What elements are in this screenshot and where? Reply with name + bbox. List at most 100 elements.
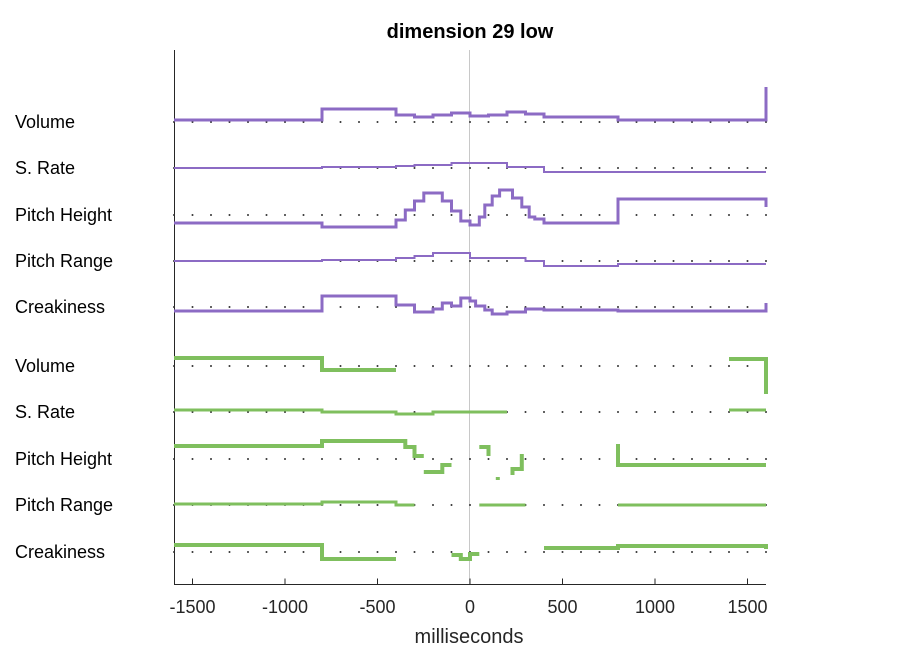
baseline-dot xyxy=(728,365,730,367)
baseline-dot xyxy=(247,551,249,553)
x-tick-label: 1500 xyxy=(727,597,767,617)
baseline-dot xyxy=(506,260,508,262)
baseline-dot xyxy=(635,260,638,262)
series-lines xyxy=(174,87,768,561)
baseline-dot xyxy=(358,504,360,506)
baseline-dot xyxy=(432,365,434,367)
series-line xyxy=(174,252,766,267)
baseline-dot xyxy=(469,365,471,367)
baseline-dot xyxy=(284,458,286,460)
row-labels: Volume S. Rate Pitch Height Pitch Range Crea… xyxy=(15,112,113,562)
baseline-dot xyxy=(339,458,342,460)
baseline-dot xyxy=(413,551,416,553)
baseline-dot xyxy=(635,306,638,308)
baseline-dot xyxy=(728,458,730,460)
baseline-dot xyxy=(413,167,416,169)
baseline-dot xyxy=(672,167,675,169)
baseline-dot xyxy=(561,365,564,367)
baseline-dot xyxy=(765,551,767,553)
baseline-dot xyxy=(580,458,582,460)
baseline-dot xyxy=(450,504,453,506)
baseline-dot xyxy=(247,365,249,367)
baseline-dot xyxy=(524,365,527,367)
baseline-dot xyxy=(339,306,342,308)
baseline-dot xyxy=(506,306,508,308)
baseline-dot xyxy=(709,214,712,216)
baseline-dot xyxy=(432,167,434,169)
baseline-dot xyxy=(654,411,656,413)
baseline-dot xyxy=(376,306,379,308)
baseline-dot xyxy=(450,551,453,553)
baseline-dot xyxy=(506,214,508,216)
baseline-dot xyxy=(617,411,619,413)
baseline-dot xyxy=(284,214,286,216)
baseline-dot xyxy=(746,167,749,169)
baseline-dot xyxy=(746,260,749,262)
baseline-dot xyxy=(432,458,434,460)
baseline-dot xyxy=(450,260,453,262)
row-label: Creakiness xyxy=(15,297,105,317)
baseline-dot xyxy=(561,551,564,553)
x-tick-label: 0 xyxy=(465,597,475,617)
baseline-dot xyxy=(598,365,601,367)
baseline-dot xyxy=(302,306,305,308)
baseline-dot xyxy=(339,504,342,506)
baseline-dot xyxy=(265,306,268,308)
baseline-dot xyxy=(580,167,582,169)
baseline-dot xyxy=(173,306,175,308)
baseline-dot xyxy=(598,121,601,123)
baseline-dot xyxy=(617,551,619,553)
baseline-dot xyxy=(635,458,638,460)
baseline-dot xyxy=(598,504,601,506)
chart-title: dimension 29 low xyxy=(387,21,554,43)
baseline-dot xyxy=(469,260,471,262)
baseline-dot xyxy=(617,306,619,308)
baseline-dot xyxy=(672,365,675,367)
baseline-dot xyxy=(580,260,582,262)
baseline-dot xyxy=(302,551,305,553)
baseline-dot xyxy=(543,504,545,506)
baseline-dot xyxy=(358,121,360,123)
baseline-dot xyxy=(210,306,212,308)
x-tick-label: -500 xyxy=(359,597,395,617)
series-line xyxy=(544,544,768,550)
baseline-dot xyxy=(691,214,693,216)
baseline-dot xyxy=(395,458,397,460)
baseline-dot xyxy=(210,365,212,367)
baseline-dot xyxy=(228,458,231,460)
baseline-dot xyxy=(339,121,342,123)
baseline-dot xyxy=(358,306,360,308)
baseline-dot xyxy=(765,260,767,262)
series-line xyxy=(510,454,524,475)
baseline-dot xyxy=(765,458,767,460)
baseline-dot xyxy=(339,214,342,216)
baseline-dot xyxy=(524,551,527,553)
baseline-dot xyxy=(191,458,194,460)
baseline-dot xyxy=(598,167,601,169)
baseline-dot xyxy=(691,260,693,262)
baseline-dot xyxy=(746,214,749,216)
baseline-dot xyxy=(672,214,675,216)
baseline-dot xyxy=(469,306,471,308)
row-label: Pitch Height xyxy=(15,205,112,225)
baseline-dot xyxy=(654,458,656,460)
baseline-dot xyxy=(191,551,194,553)
baseline-dot xyxy=(228,365,231,367)
baseline-dot xyxy=(524,121,527,123)
baseline-dot xyxy=(691,365,693,367)
baseline-dot xyxy=(691,551,693,553)
baseline-dot xyxy=(709,306,712,308)
baseline-dot xyxy=(376,365,379,367)
baseline-dot xyxy=(561,458,564,460)
baseline-dot xyxy=(561,214,564,216)
baseline-dot xyxy=(413,365,416,367)
baseline-dot xyxy=(450,214,453,216)
baseline-dot xyxy=(728,260,730,262)
baseline-dot xyxy=(746,551,749,553)
baseline-dot xyxy=(506,121,508,123)
baseline-dot xyxy=(487,306,490,308)
baseline-dot xyxy=(173,365,175,367)
baseline-dot xyxy=(376,121,379,123)
baseline-dot xyxy=(617,365,619,367)
